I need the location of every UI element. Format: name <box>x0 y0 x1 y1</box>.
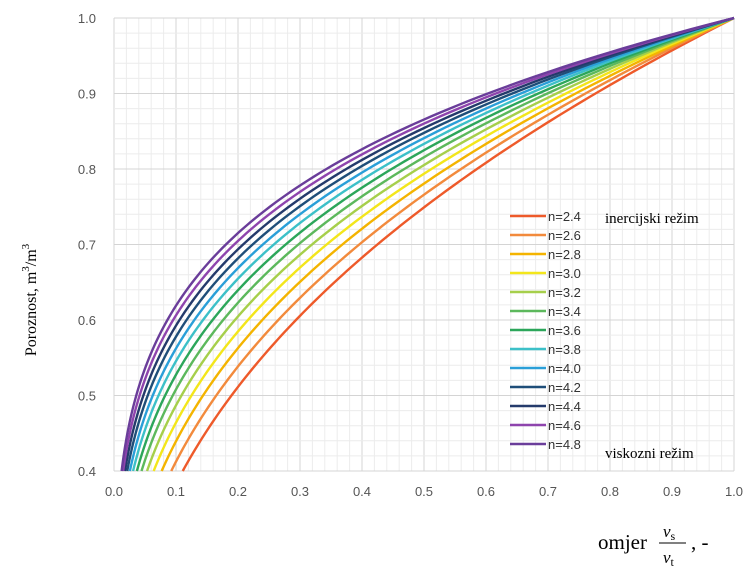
annotation-viscous: viskozni režim <box>605 446 694 462</box>
y-tick-label: 0.9 <box>78 87 96 102</box>
series-line-n-2_6 <box>170 16 735 472</box>
y-label-main: Poroznost, m <box>23 271 40 356</box>
legend-label: n=2.8 <box>548 247 581 262</box>
y-axis-label: Poroznost, m3/m3 <box>20 243 40 356</box>
y-tick-label: 1.0 <box>78 11 96 26</box>
grid <box>113 17 735 472</box>
x-tick-labels: 0.0 0.1 0.2 0.3 0.4 0.5 0.6 0.7 0.8 0.9 1.0 <box>105 484 743 499</box>
y-label-mid: /m <box>23 249 40 266</box>
x-tick-label: 0.5 <box>415 484 433 499</box>
series-line-n-2_4 <box>181 16 735 472</box>
legend-label: n=4.8 <box>548 437 581 452</box>
legend-label: n=4.2 <box>548 380 581 395</box>
legend-label: n=3.2 <box>548 285 581 300</box>
x-tick-label: 0.7 <box>539 484 557 499</box>
legend-label: n=3.4 <box>548 304 581 319</box>
series-line-n-3_2 <box>145 16 735 472</box>
series-line-n-2_8 <box>160 16 735 472</box>
x-axis-label: omjer vs vt , - <box>598 522 709 569</box>
x-label-prefix: omjer <box>598 530 647 554</box>
legend: n=2.4 n=2.6 n=2.8 n=3.0 n=3.2 n=3.4 n=3.6 n=3.8… <box>510 209 581 452</box>
x-tick-label: 0.2 <box>229 484 247 499</box>
legend-label: n=4.0 <box>548 361 581 376</box>
legend-label: n=4.4 <box>548 399 581 414</box>
legend-label: n=2.6 <box>548 228 581 243</box>
series-line-n-4_8 <box>120 16 735 472</box>
x-tick-label: 0.0 <box>105 484 123 499</box>
x-tick-label: 0.4 <box>353 484 371 499</box>
series-line-n-4_6 <box>121 16 735 472</box>
y-tick-labels: 0.4 0.5 0.6 0.7 0.8 0.9 1.0 <box>78 11 96 479</box>
series-line-n-4_2 <box>126 16 735 472</box>
series-line-n-3_0 <box>152 16 735 472</box>
legend-label: n=2.4 <box>548 209 581 224</box>
y-tick-label: 0.7 <box>78 238 96 253</box>
x-label-denominator: vt <box>663 548 675 569</box>
x-tick-label: 0.3 <box>291 484 309 499</box>
series-line-n-3_4 <box>140 16 735 472</box>
x-tick-label: 1.0 <box>725 484 743 499</box>
x-label-numerator: vs <box>663 522 676 543</box>
y-label-sup2: 3 <box>20 243 32 249</box>
series-group <box>120 16 735 472</box>
legend-label: n=3.8 <box>548 342 581 357</box>
x-tick-label: 0.8 <box>601 484 619 499</box>
annotation-inertial: inercijski režim <box>605 211 699 227</box>
x-tick-label: 0.1 <box>167 484 185 499</box>
legend-label: n=3.0 <box>548 266 581 281</box>
legend-label: n=4.6 <box>548 418 581 433</box>
legend-label: n=3.6 <box>548 323 581 338</box>
x-label-suffix: , - <box>691 530 709 554</box>
y-tick-label: 0.6 <box>78 313 96 328</box>
series-line-n-3_6 <box>135 16 735 472</box>
y-tick-label: 0.8 <box>78 162 96 177</box>
x-tick-label: 0.6 <box>477 484 495 499</box>
x-tick-label: 0.9 <box>663 484 681 499</box>
series-line-n-4_4 <box>123 16 735 472</box>
series-line-n-3_8 <box>131 16 735 472</box>
y-label-sup1: 3 <box>20 266 32 272</box>
y-tick-label: 0.4 <box>78 464 96 479</box>
y-tick-label: 0.5 <box>78 389 96 404</box>
series-line-n-4_0 <box>128 16 735 472</box>
